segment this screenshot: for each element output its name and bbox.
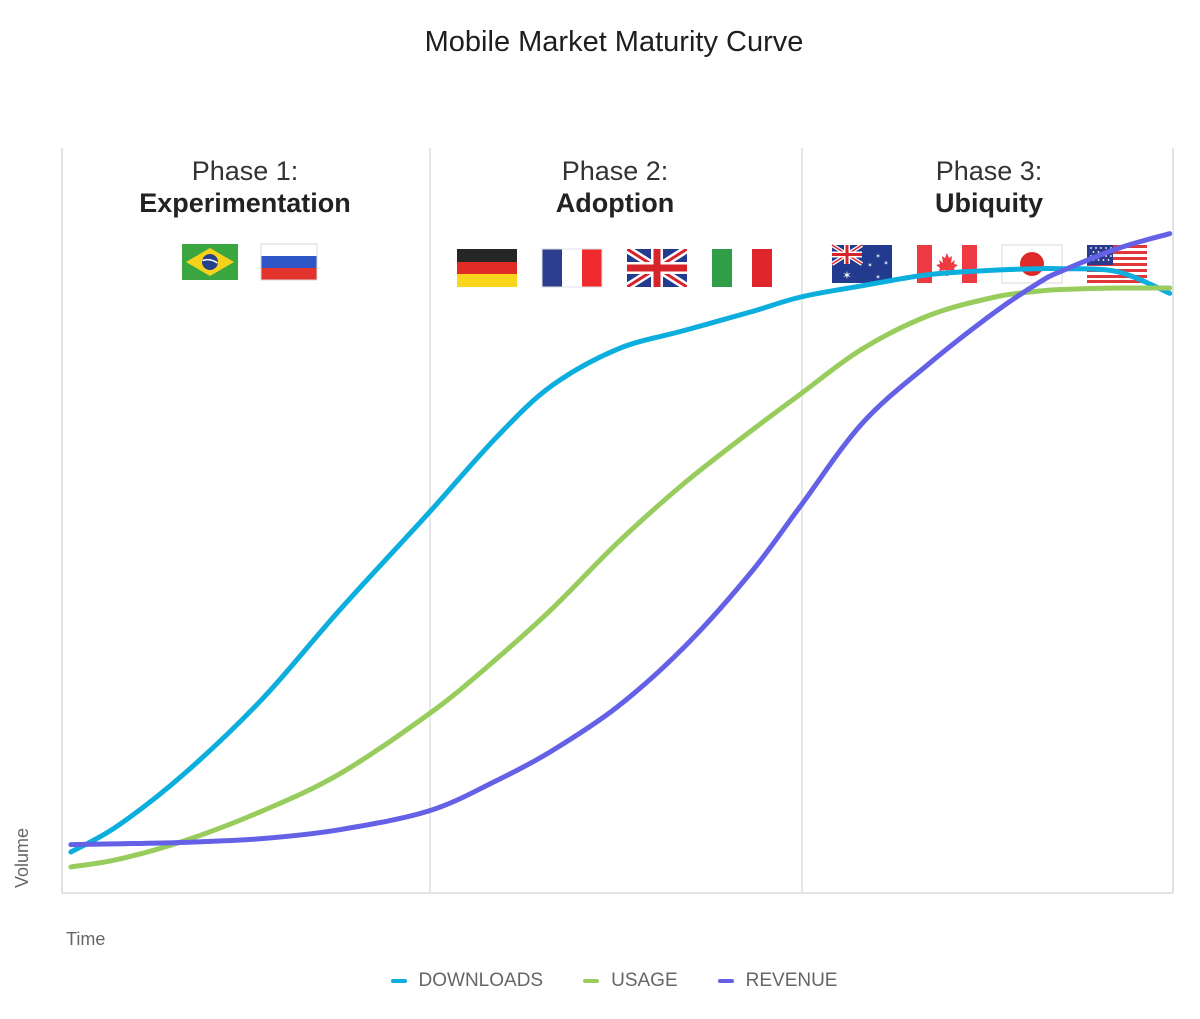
italy-flag xyxy=(712,249,772,287)
series-line-downloads xyxy=(68,265,1173,855)
phase-2-label: Phase 2: xyxy=(562,156,669,186)
legend-item-downloads: DOWNLOADS xyxy=(390,970,544,992)
svg-text:✶: ✶ xyxy=(867,262,872,269)
phase-3-label: Phase 3: xyxy=(936,156,1043,186)
brazil-flag xyxy=(182,244,238,280)
series-line-usage xyxy=(68,285,1173,870)
uk-flag xyxy=(627,249,687,287)
germany-flag xyxy=(457,249,517,287)
russia-flag xyxy=(260,243,318,281)
phase-3-name: Ubiquity xyxy=(935,188,1043,218)
france-flag xyxy=(541,248,603,288)
x-axis-label: Time xyxy=(66,929,105,949)
legend-item-revenue: REVENUE xyxy=(717,970,838,992)
phase-1-label: Phase 1: xyxy=(192,156,299,186)
phase-1-name: Experimentation xyxy=(139,188,351,218)
legend-label-downloads: DOWNLOADS xyxy=(418,970,544,991)
phase-2-name: Adoption xyxy=(556,188,674,218)
australia-flag: ✶ ✶ ✶ ✶ ✶ xyxy=(830,243,892,283)
legend-swatch-usage xyxy=(583,979,600,983)
series-line-revenue xyxy=(68,231,1173,848)
svg-text:✶: ✶ xyxy=(883,260,888,267)
svg-text:✶: ✶ xyxy=(875,253,880,260)
legend: DOWNLOADS USAGE REVENUE xyxy=(0,970,1200,992)
svg-text:✶: ✶ xyxy=(842,269,851,282)
y-axis-label: Volume xyxy=(12,828,32,888)
legend-label-revenue: REVENUE xyxy=(745,970,838,991)
legend-item-usage: USAGE xyxy=(583,970,678,992)
legend-label-usage: USAGE xyxy=(611,970,678,991)
legend-swatch-downloads xyxy=(390,979,407,983)
legend-swatch-revenue xyxy=(717,979,734,983)
svg-text:✶: ✶ xyxy=(875,274,880,281)
chart-title: Mobile Market Maturity Curve xyxy=(424,26,804,58)
